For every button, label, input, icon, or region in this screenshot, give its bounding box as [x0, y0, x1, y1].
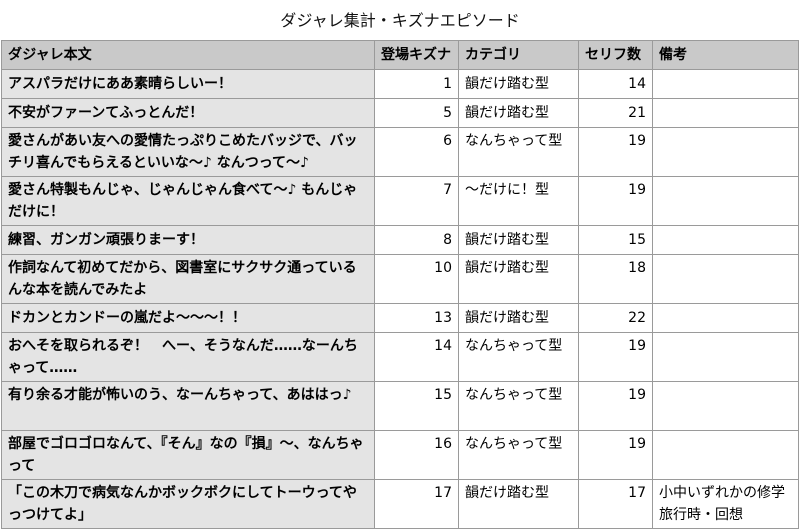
cell-note	[652, 381, 799, 431]
cell-category: 〜だけに！型	[458, 176, 579, 226]
cell-note	[652, 254, 799, 304]
cell-text: 練習、ガンガン頑張りまーす！	[1, 225, 375, 255]
cell-text: 愛さんがあい友への愛情たっぷりこめたバッジで、バッチリ喜んでもらえるといいな〜♪…	[1, 127, 375, 177]
cell-kizuna: 15	[374, 381, 459, 431]
cell-note	[652, 176, 799, 226]
cell-lines: 19	[578, 127, 653, 177]
cell-kizuna: 8	[374, 225, 459, 255]
table-row: 部屋でゴロゴロなんて、『そん』なの『損』〜、なんちゃって 16 なんちゃって型 …	[1, 430, 799, 480]
table-row: ドカンとカンドーの嵐だよ〜〜〜！！ 13 韻だけ踏む型 22	[1, 303, 799, 333]
cell-text: 部屋でゴロゴロなんて、『そん』なの『損』〜、なんちゃって	[1, 430, 375, 480]
cell-lines: 18	[578, 254, 653, 304]
header-text: ダジャレ本文	[1, 40, 375, 70]
cell-text: ドカンとカンドーの嵐だよ〜〜〜！！	[1, 303, 375, 333]
cell-note	[652, 69, 799, 99]
cell-kizuna: 7	[374, 176, 459, 226]
cell-text: おへそを取られるぞ！ へー、そうなんだ……なーんちゃって……	[1, 332, 375, 382]
cell-category: 韻だけ踏む型	[458, 225, 579, 255]
dajare-table: ダジャレ本文 登場キズナ カテゴリ セリフ数 備考 アスパラだけにああ素晴らしい…	[1, 40, 799, 529]
cell-lines: 15	[578, 225, 653, 255]
cell-lines: 19	[578, 381, 653, 431]
cell-note	[652, 127, 799, 177]
table-row: おへそを取られるぞ！ へー、そうなんだ……なーんちゃって…… 14 なんちゃって…	[1, 332, 799, 382]
cell-text: アスパラだけにああ素晴らしいー！	[1, 69, 375, 99]
cell-category: なんちゃって型	[458, 381, 579, 431]
cell-lines: 19	[578, 176, 653, 226]
cell-note	[652, 332, 799, 382]
table-row: 有り余る才能が怖いのう、なーんちゃって、あははっ♪ 15 なんちゃって型 19	[1, 381, 799, 431]
table-row: 練習、ガンガン頑張りまーす！ 8 韻だけ踏む型 15	[1, 225, 799, 255]
cell-note	[652, 98, 799, 128]
cell-category: なんちゃって型	[458, 430, 579, 480]
cell-text: 不安がファーンてふっとんだ！	[1, 98, 375, 128]
cell-category: 韻だけ踏む型	[458, 479, 579, 529]
cell-category: なんちゃって型	[458, 332, 579, 382]
cell-category: 韻だけ踏む型	[458, 98, 579, 128]
cell-lines: 21	[578, 98, 653, 128]
cell-text: 有り余る才能が怖いのう、なーんちゃって、あははっ♪	[1, 381, 375, 431]
cell-lines: 19	[578, 430, 653, 480]
cell-lines: 17	[578, 479, 653, 529]
cell-lines: 19	[578, 332, 653, 382]
cell-category: 韻だけ踏む型	[458, 69, 579, 99]
cell-kizuna: 1	[374, 69, 459, 99]
table-row: 不安がファーンてふっとんだ！ 5 韻だけ踏む型 21	[1, 98, 799, 128]
cell-kizuna: 10	[374, 254, 459, 304]
header-category: カテゴリ	[458, 40, 579, 70]
table-row: アスパラだけにああ素晴らしいー！ 1 韻だけ踏む型 14	[1, 69, 799, 99]
page-title: ダジャレ集計・キズナエピソード	[280, 11, 520, 30]
header-row: ダジャレ本文 登場キズナ カテゴリ セリフ数 備考	[1, 40, 799, 70]
cell-lines: 14	[578, 69, 653, 99]
cell-text: 「この木刀で病気なんかボックボクにしてトーウってやっつけてよ」	[1, 479, 375, 529]
table-row: 「この木刀で病気なんかボックボクにしてトーウってやっつけてよ」 17 韻だけ踏む…	[1, 479, 799, 529]
cell-kizuna: 17	[374, 479, 459, 529]
cell-lines: 22	[578, 303, 653, 333]
cell-note: 小中いずれかの修学旅行時・回想	[652, 479, 799, 529]
cell-kizuna: 13	[374, 303, 459, 333]
cell-kizuna: 16	[374, 430, 459, 480]
cell-text: 愛さん特製もんじゃ、じゃんじゃん食べて〜♪ もんじゃだけに！	[1, 176, 375, 226]
cell-text: 作詞なんて初めてだから、図書室にサクサク通っているんな本を読んでみたよ	[1, 254, 375, 304]
table-row: 作詞なんて初めてだから、図書室にサクサク通っているんな本を読んでみたよ 10 韻…	[1, 254, 799, 304]
cell-kizuna: 14	[374, 332, 459, 382]
cell-category: 韻だけ踏む型	[458, 254, 579, 304]
cell-kizuna: 5	[374, 98, 459, 128]
cell-note	[652, 430, 799, 480]
cell-category: なんちゃって型	[458, 127, 579, 177]
table-row: 愛さん特製もんじゃ、じゃんじゃん食べて〜♪ もんじゃだけに！ 7 〜だけに！型 …	[1, 176, 799, 226]
cell-note	[652, 303, 799, 333]
header-kizuna: 登場キズナ	[374, 40, 459, 70]
table-row: 愛さんがあい友への愛情たっぷりこめたバッジで、バッチリ喜んでもらえるといいな〜♪…	[1, 127, 799, 177]
cell-category: 韻だけ踏む型	[458, 303, 579, 333]
cell-kizuna: 6	[374, 127, 459, 177]
cell-note	[652, 225, 799, 255]
header-note: 備考	[652, 40, 799, 70]
header-lines: セリフ数	[578, 40, 653, 70]
